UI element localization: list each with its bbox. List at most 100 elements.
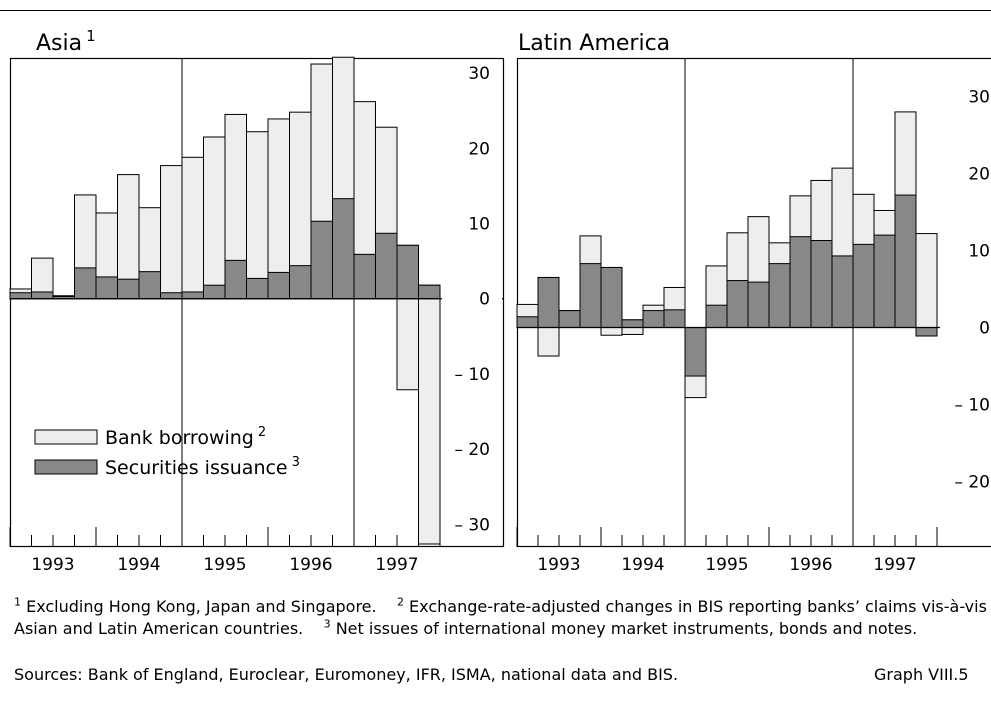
- y-label-backing: [940, 84, 991, 109]
- bar-securities-issuance: [332, 198, 355, 300]
- y-label-backing: [442, 211, 502, 236]
- x-tick-label: 1994: [621, 555, 664, 575]
- y-tick-label: 0: [479, 290, 490, 310]
- legend-note: 3: [292, 455, 300, 470]
- y-label-backing: [940, 392, 991, 417]
- bar-securities-issuance: [600, 266, 623, 329]
- x-tick-label: 1997: [375, 555, 418, 575]
- bar-securities-issuance: [516, 316, 539, 329]
- bar-securities-issuance: [873, 234, 896, 329]
- bar-securities-issuance: [894, 194, 917, 329]
- y-label-backing: [442, 361, 502, 386]
- plot-frame: [9, 57, 505, 548]
- bar-securities-issuance: [95, 276, 118, 300]
- panel-asia: Asia 1 1993 1994 1995 1996 1997 30 20 10 0 – 10 – 20…: [9, 27, 505, 575]
- legend-swatch-securities: [34, 459, 98, 475]
- x-tick-label: 1995: [203, 555, 246, 575]
- bar-securities-issuance: [418, 284, 441, 300]
- bar-bank-borrowing: [203, 136, 226, 300]
- bar-securities-issuance: [375, 232, 398, 300]
- footnote-3-text: Net issues of international money market…: [330, 619, 918, 638]
- y-tick-label: – 20: [454, 440, 490, 460]
- bar-securities-issuance: [726, 280, 749, 329]
- bar-securities-issuance: [353, 253, 376, 300]
- bar-securities-issuance: [74, 267, 97, 300]
- y-tick-label: – 10: [954, 396, 990, 416]
- graph-reference: Graph VIII.5: [874, 665, 969, 684]
- bar-securities-issuance: [810, 240, 833, 329]
- bar-bank-borrowing: [915, 233, 938, 337]
- footnote-3-mark: 3: [323, 617, 331, 631]
- bar-securities-issuance: [621, 319, 644, 329]
- footnote-2-text: Exchange-rate-adjusted changes in BIS re…: [14, 597, 987, 638]
- legend-note: 2: [258, 425, 266, 440]
- bar-securities-issuance: [642, 310, 665, 329]
- bar-securities-issuance: [831, 255, 854, 329]
- footnote-2-mark: 2: [396, 595, 404, 609]
- y-label-backing: [940, 469, 991, 494]
- bar-securities-issuance: [9, 292, 32, 300]
- bar-securities-issuance: [747, 281, 770, 329]
- y-label-backing: [442, 136, 502, 161]
- y-tick-label: 30: [468, 64, 490, 84]
- bar-securities-issuance: [684, 327, 707, 377]
- legend-label: Bank borrowing 2: [105, 425, 266, 449]
- bar-securities-issuance: [705, 304, 728, 329]
- bar-securities-issuance: [181, 291, 204, 300]
- bar-securities-issuance: [31, 291, 54, 300]
- legend-label: Securities issuance 3: [105, 455, 300, 479]
- y-label-backing: [940, 238, 991, 263]
- x-tick-label: 1994: [117, 555, 160, 575]
- bar-securities-issuance: [789, 236, 812, 329]
- x-tick-label: 1995: [705, 555, 748, 575]
- title-note: 1: [86, 27, 96, 45]
- bar-securities-issuance: [579, 263, 602, 329]
- bar-securities-issuance: [396, 244, 419, 300]
- y-tick-label: 10: [968, 242, 990, 262]
- panel-latin-america: Latin America 1993 1994 1995 1996 1997 30 20 10 0…: [516, 31, 991, 575]
- sources-line: Sources: Bank of England, Euroclear, Eur…: [14, 664, 989, 686]
- y-label-backing: [940, 161, 991, 186]
- y-tick-label: – 10: [454, 365, 490, 385]
- legend: Bank borrowing 2 Securities issuance 3: [34, 425, 300, 479]
- bar-bank-borrowing: [267, 118, 290, 300]
- y-tick-label: 20: [468, 139, 490, 159]
- x-tick-label: 1993: [537, 555, 580, 575]
- y-tick-label: 30: [968, 88, 990, 108]
- y-label-backing: [940, 315, 991, 340]
- y-label-backing: [442, 61, 502, 86]
- bar-bank-borrowing: [160, 165, 183, 300]
- x-tick-label: 1996: [289, 555, 332, 575]
- bar-securities-issuance: [852, 243, 875, 329]
- plot-frame: [516, 57, 991, 548]
- y-tick-label: 0: [979, 319, 990, 339]
- bar-securities-issuance: [289, 265, 312, 300]
- y-tick-label: – 20: [954, 473, 990, 493]
- bar-securities-issuance: [160, 292, 183, 300]
- footnote-1-text: Excluding Hong Kong, Japan and Singapore…: [21, 597, 377, 616]
- panel-title: Latin America: [518, 31, 670, 56]
- x-tick-label: 1993: [31, 555, 74, 575]
- y-label-backing: [442, 286, 502, 311]
- bar-bank-borrowing: [418, 284, 441, 545]
- sources-text: Sources: Bank of England, Euroclear, Eur…: [14, 665, 679, 684]
- bar-securities-issuance: [663, 309, 686, 329]
- y-tick-label: 20: [968, 165, 990, 185]
- panel-title: Asia 1: [36, 27, 96, 56]
- bar-securities-issuance: [915, 327, 938, 337]
- bar-securities-issuance: [203, 284, 226, 300]
- bar-securities-issuance: [246, 277, 269, 300]
- bar-bank-borrowing: [246, 131, 269, 300]
- bar-securities-issuance: [267, 271, 290, 300]
- bar-securities-issuance: [224, 259, 247, 300]
- y-label-backing: [442, 512, 502, 537]
- footnotes: 1 Excluding Hong Kong, Japan and Singapo…: [14, 596, 989, 640]
- bar-securities-issuance: [537, 276, 560, 329]
- bar-bank-borrowing: [181, 156, 204, 300]
- bar-securities-issuance: [558, 310, 581, 329]
- y-label-backing: [442, 437, 502, 462]
- bar-securities-issuance: [117, 278, 140, 300]
- bar-securities-issuance: [310, 220, 333, 300]
- x-tick-label: 1996: [789, 555, 832, 575]
